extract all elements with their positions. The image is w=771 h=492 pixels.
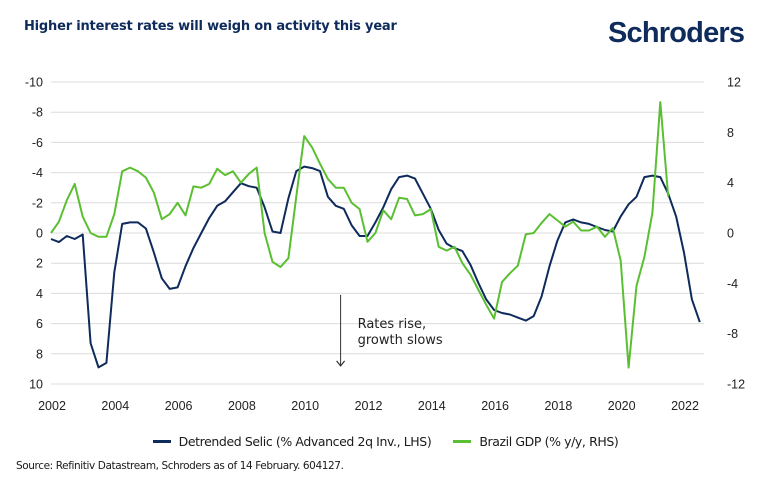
legend: Detrended Selic (% Advanced 2q Inv., LHS… (0, 434, 771, 449)
left-tick-label: 8 (36, 347, 43, 361)
schroders-logo: Schroders (608, 17, 745, 49)
x-tick-label: 2006 (165, 399, 193, 413)
x-tick-label: 2002 (38, 399, 66, 413)
right-axis-ticks: 12 8 4 0 -4 -8 -12 (727, 76, 745, 392)
legend-swatch-gdp (453, 440, 472, 443)
annotation: Rates rise, growth slows (336, 294, 443, 367)
left-tick-label: -2 (32, 196, 43, 210)
annotation-text-line-1: Rates rise, (358, 317, 427, 332)
x-axis-ticks: 2002 2004 2006 2008 2010 2012 2014 2016 2018 2020… (38, 399, 699, 413)
legend-item-selic: Detrended Selic (% Advanced 2q Inv., LHS… (152, 434, 432, 449)
legend-label-gdp: Brazil GDP (% y/y, RHS) (479, 434, 619, 449)
legend-item-gdp: Brazil GDP (% y/y, RHS) (453, 434, 619, 449)
left-tick-label: -4 (32, 166, 43, 180)
x-tick-label: 2010 (291, 399, 319, 413)
left-axis-ticks: -10 -8 -6 -4 -2 0 2 4 6 8 10 (25, 76, 43, 392)
source-note: Source: Refinitiv Datastream, Schroders … (16, 460, 344, 472)
right-tick-label: 4 (727, 176, 734, 190)
left-tick-label: 10 (29, 378, 43, 392)
x-tick-label: 2014 (418, 399, 446, 413)
chart-title: Higher interest rates will weigh on acti… (24, 19, 397, 34)
left-tick-label: 4 (36, 287, 43, 301)
right-tick-label: 0 (727, 227, 734, 241)
left-tick-label: -10 (25, 76, 43, 90)
right-tick-label: -8 (727, 327, 738, 341)
x-tick-label: 2016 (481, 399, 509, 413)
right-tick-label: 12 (727, 76, 741, 90)
line-chart: -10 -8 -6 -4 -2 0 2 4 6 8 10 12 8 4 0 -4 -8 -12 2002 2004… (25, 76, 745, 414)
right-tick-label: -12 (727, 378, 745, 392)
annotation-arrow-head (336, 360, 346, 367)
legend-label-selic: Detrended Selic (% Advanced 2q Inv., LHS… (178, 434, 432, 449)
left-tick-label: 6 (36, 317, 43, 331)
x-tick-label: 2004 (101, 399, 129, 413)
annotation-text-line-2: growth slows (358, 333, 443, 348)
x-tick-label: 2008 (228, 399, 256, 413)
right-tick-label: 8 (727, 126, 734, 140)
x-tick-label: 2018 (544, 399, 572, 413)
x-tick-label: 2012 (355, 399, 383, 413)
left-tick-label: -8 (32, 106, 43, 120)
legend-swatch-selic (152, 440, 171, 443)
left-tick-label: -6 (32, 136, 43, 150)
gridlines (51, 81, 704, 385)
right-tick-label: -4 (727, 277, 738, 291)
x-tick-label: 2022 (671, 399, 699, 413)
series-lines (50, 101, 701, 369)
x-tick-label: 2020 (608, 399, 636, 413)
left-tick-label: 0 (36, 227, 43, 241)
left-tick-label: 2 (36, 257, 43, 271)
